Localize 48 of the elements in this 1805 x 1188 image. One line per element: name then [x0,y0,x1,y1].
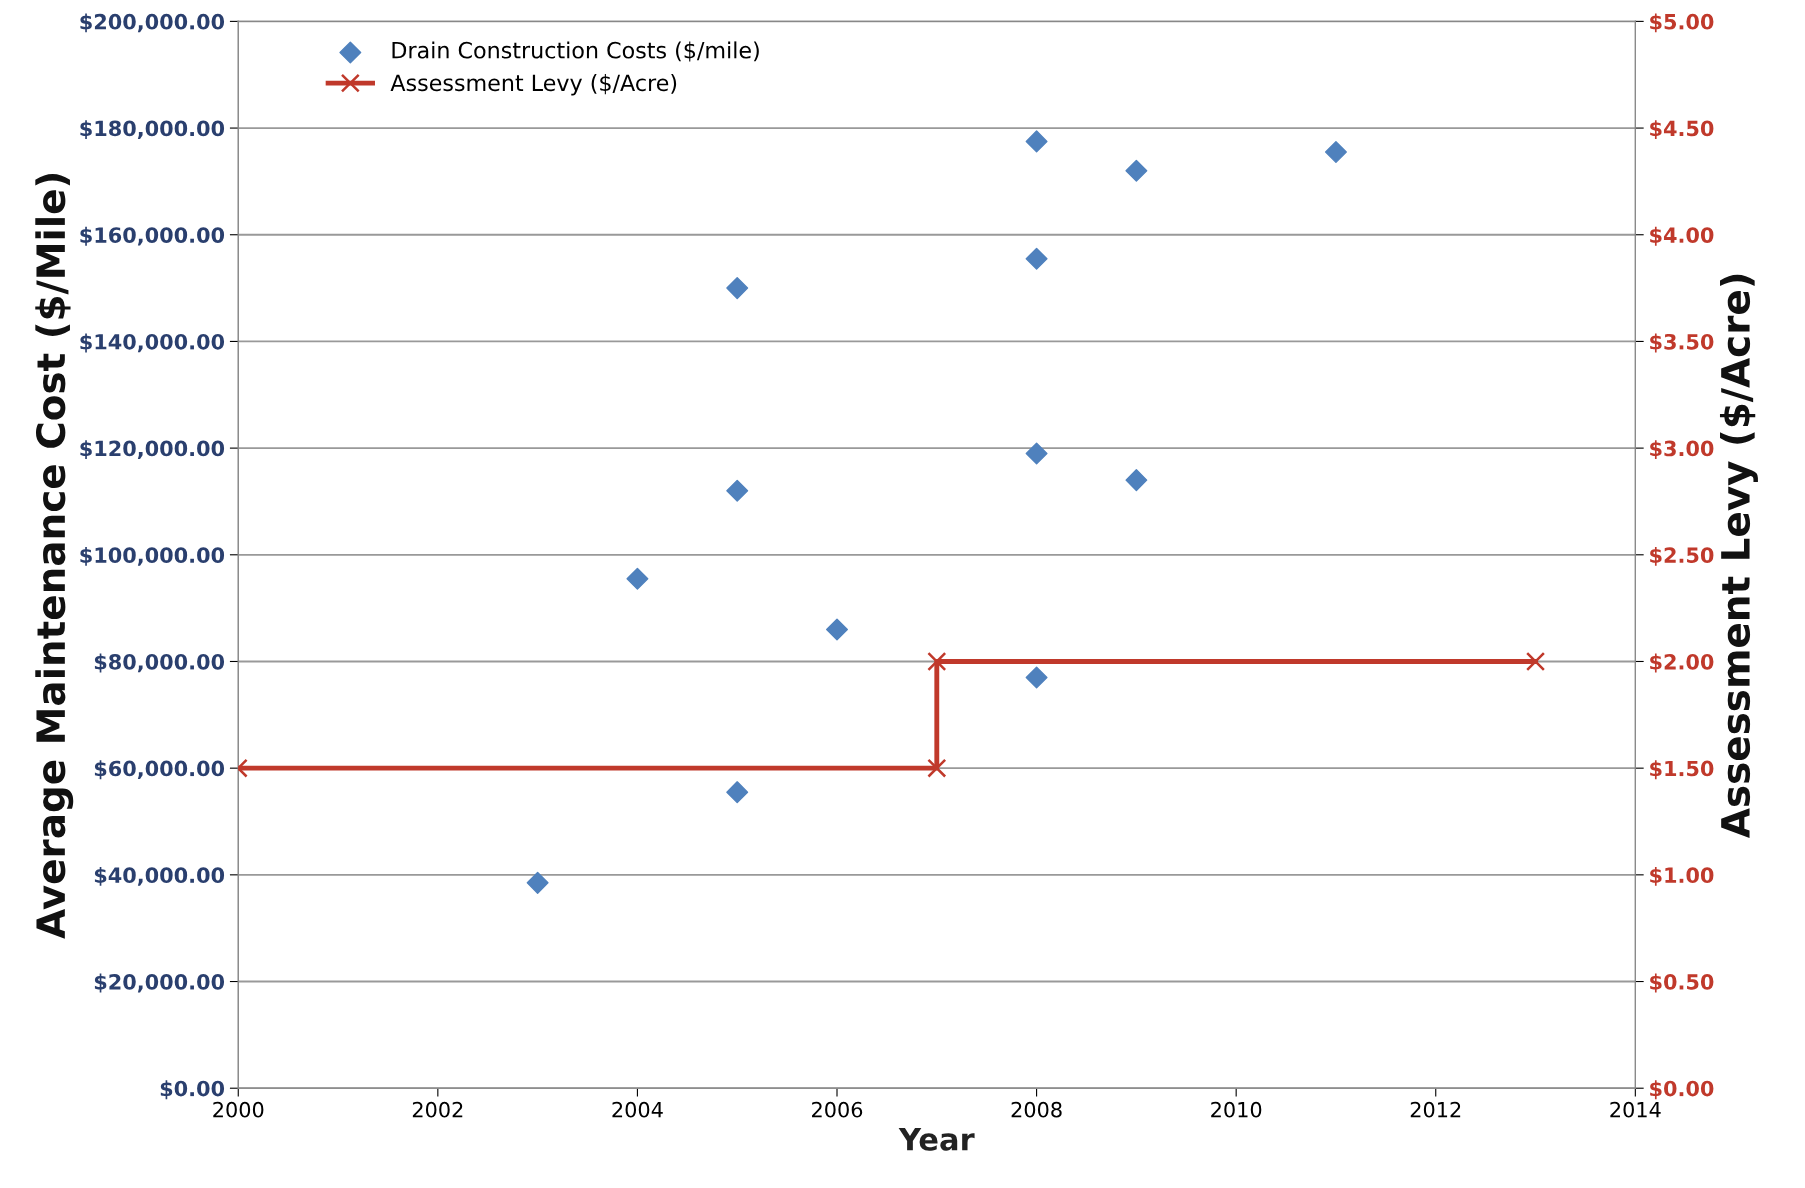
x-tick-label: 2012 [1410,1101,1461,1118]
y2-tick-label: $4.00 [1650,226,1714,246]
point [1025,130,1048,153]
x-tick-label: 2004 [612,1101,663,1118]
x-tick-label: 2000 [213,1101,264,1118]
legend-label: Assessment Levy ($/Acre) [390,74,677,96]
point [1025,247,1048,270]
y2-tick-label: $4.50 [1650,120,1714,140]
x-tick-label: 2006 [812,1101,863,1118]
point [726,277,749,300]
y-tick-label: $80,000.00 [94,653,225,673]
y-axis-title: Average Maintenance Cost ($/Mile) [35,174,74,939]
x-axis-title: Year [898,1128,975,1151]
y-tick-label: $100,000.00 [80,546,225,566]
y2-tick-label: $2.50 [1650,546,1714,566]
point [626,567,649,590]
y2-tick-label: $5.00 [1650,13,1714,33]
y2-tick-label: $2.00 [1650,653,1714,673]
y-tick-label: $140,000.00 [80,333,225,353]
x-tick-label: 2010 [1211,1101,1262,1118]
y-tick-label: $20,000.00 [94,973,225,993]
point [1324,141,1347,164]
legend-label: Drain Construction Costs ($/mile) [392,41,759,62]
y-tick-label: $120,000.00 [80,440,225,460]
point [726,781,749,804]
point [1125,469,1148,492]
point [726,479,749,502]
y2-tick-label: $1.00 [1650,866,1714,886]
point [526,871,549,894]
point [1025,442,1048,465]
y2-tick-label: $0.00 [1650,1080,1714,1100]
y2-tick-label: $3.00 [1650,440,1714,460]
point [826,618,848,641]
y-tick-label: $40,000.00 [94,866,225,886]
y-tick-label: $180,000.00 [80,120,225,140]
x-tick-label: 2014 [1610,1101,1661,1118]
y2-tick-label: $3.50 [1650,333,1714,353]
y2-axis-title: Assessment Levy ($/Acre) [1719,274,1758,838]
x-tick-label: 2008 [1011,1101,1062,1118]
y-tick-label: $200,000.00 [80,13,225,33]
y2-tick-label: $1.50 [1650,760,1714,780]
y2-tick-label: $0.50 [1650,973,1714,993]
y-tick-label: $60,000.00 [94,760,225,780]
y-tick-label: $0.00 [160,1080,225,1100]
point [1025,666,1048,689]
y-tick-label: $160,000.00 [80,226,225,246]
point [1125,159,1148,182]
x-tick-label: 2002 [412,1101,463,1118]
